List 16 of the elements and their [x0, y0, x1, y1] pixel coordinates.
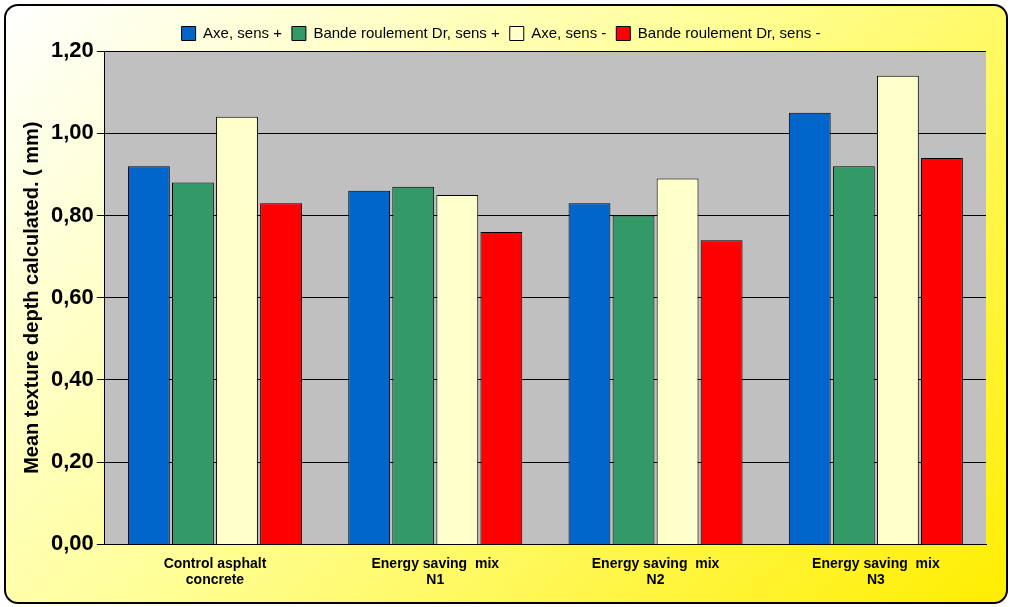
x-tick-label: Control asphalt concrete: [163, 554, 267, 588]
y-tick-label: 0,00: [50, 530, 94, 556]
y-tick-label: 1,00: [50, 119, 94, 145]
y-tick-label: 0,20: [50, 448, 94, 474]
y-tick-label: 1,20: [50, 37, 94, 63]
legend-label: Axe, sens -: [531, 23, 607, 41]
y-tick-label: 0,40: [50, 366, 94, 391]
legend-label: Bande roulement Dr, sens -: [637, 23, 821, 41]
legend-label: Axe, sens +: [203, 23, 283, 41]
y-tick-label: 0,80: [50, 201, 94, 227]
legend-label: Bande roulement Dr, sens +: [313, 23, 500, 41]
x-tick-label: Energy saving mix N2: [591, 554, 720, 588]
y-tick-label: 0,60: [50, 283, 94, 309]
x-tick-label: Energy saving mix N3: [812, 554, 940, 588]
y-axis-title: Mean texture depth calculated. ( mm): [19, 121, 42, 474]
x-tick-label: Energy saving mix N1: [371, 554, 500, 588]
